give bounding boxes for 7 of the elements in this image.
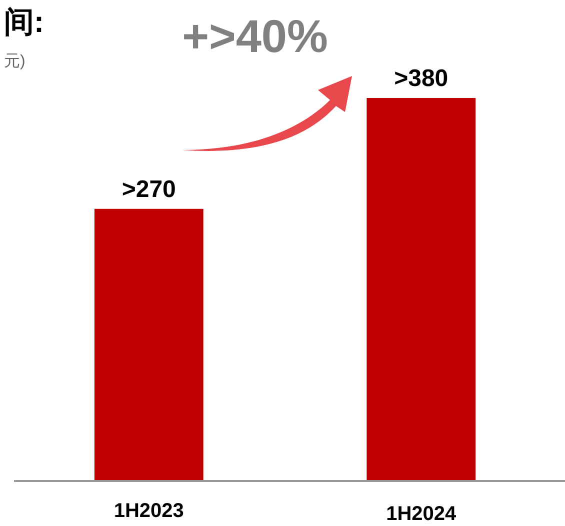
x-tick-label: 1H2023 — [114, 500, 184, 522]
x-tick-label: 1H2024 — [386, 503, 458, 525]
data-label: >270 — [122, 176, 176, 203]
text: +>40% — [182, 10, 328, 62]
chart-title: 间: — [4, 6, 44, 39]
chart-subtitle: 元) — [4, 53, 26, 70]
data-label: >380 — [394, 65, 448, 92]
